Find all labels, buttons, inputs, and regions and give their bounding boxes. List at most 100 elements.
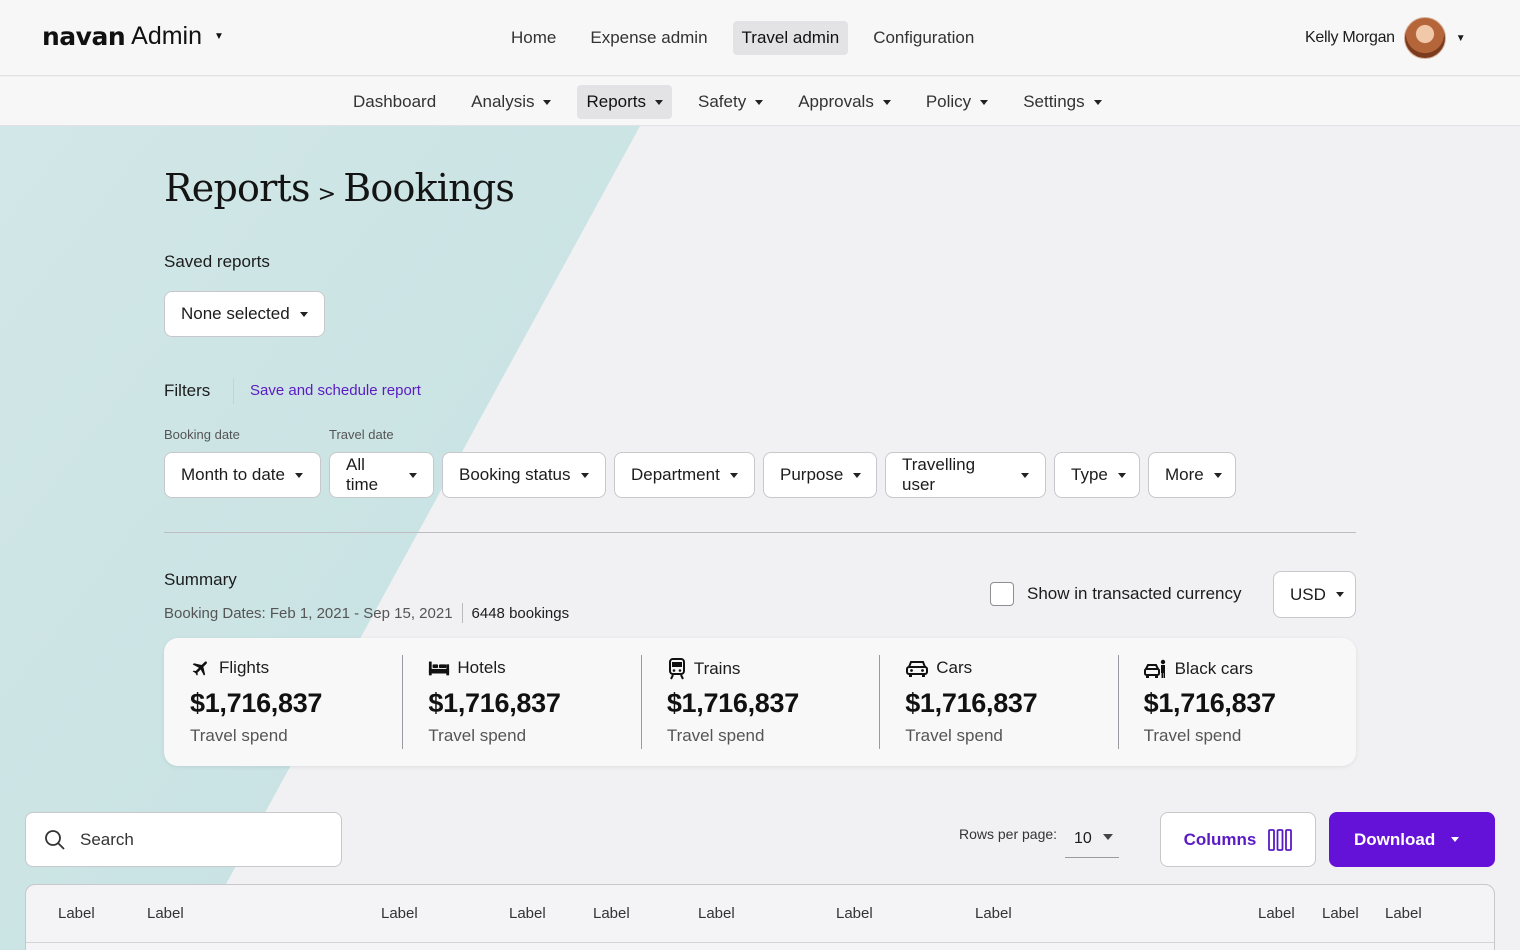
table-header-cell[interactable]: Label: [509, 905, 546, 922]
caret-down-icon: [882, 99, 891, 105]
train-icon: [668, 658, 685, 680]
page-title: Reports > Bookings: [164, 166, 515, 210]
search-input[interactable]: Search: [25, 812, 342, 867]
top-nav-home[interactable]: Home: [511, 28, 557, 47]
top-nav-travel-admin[interactable]: Travel admin: [732, 21, 849, 55]
table-header-cell[interactable]: Label: [1258, 905, 1295, 922]
breadcrumb-separator: >: [317, 182, 336, 207]
sub-nav-approvals[interactable]: Approvals: [789, 85, 900, 119]
caret-down-icon: [755, 99, 764, 105]
transacted-currency-label[interactable]: Show in transacted currency: [1027, 584, 1242, 603]
saved-reports-label: Saved reports: [164, 252, 270, 271]
columns-button[interactable]: Columns: [1160, 812, 1316, 867]
summary-cell-hotels: Hotels $1,716,837 Travel spend: [402, 638, 640, 766]
table-header-cell[interactable]: Label: [836, 905, 873, 922]
caret-down-icon: [543, 99, 552, 105]
sub-nav-label: Approvals: [798, 92, 874, 111]
top-nav: Home Expense admin Travel admin Configur…: [502, 21, 991, 55]
currency-value: USD: [1290, 584, 1326, 604]
travel-date-label: Travel date: [329, 427, 394, 442]
search-placeholder: Search: [80, 829, 134, 849]
filter-type[interactable]: Type: [1054, 452, 1140, 498]
table-header-cell[interactable]: Label: [1385, 905, 1422, 922]
bookings-table: Label Label Label Label Label Label Labe…: [25, 884, 1495, 950]
filter-label: Purpose: [780, 465, 844, 484]
sub-nav-safety[interactable]: Safety: [689, 85, 772, 119]
table-header-cell[interactable]: Label: [381, 905, 418, 922]
plane-icon: [192, 661, 207, 676]
sub-nav-label: Reports: [586, 92, 647, 111]
caret-down-icon: [1451, 837, 1460, 842]
booking-dates: Booking Dates: Feb 1, 2021 - Sep 15, 202…: [164, 604, 453, 622]
filter-label: Travelling user: [902, 455, 976, 494]
caret-down-icon: [1103, 834, 1113, 840]
caret-down-icon: [980, 99, 989, 105]
bed-icon: [429, 661, 450, 676]
sub-nav-policy[interactable]: Policy: [917, 85, 997, 119]
caret-down-icon: [409, 472, 417, 478]
table-header-cell[interactable]: Label: [593, 905, 630, 922]
table-header-cell[interactable]: Label: [147, 905, 184, 922]
chevron-down-icon: ▼: [1455, 32, 1466, 44]
breadcrumb-parent[interactable]: Reports: [164, 166, 310, 210]
filter-travelling-user[interactable]: Travelling user: [885, 452, 1046, 498]
summary-value: $1,716,837: [666, 688, 799, 718]
table-header-row: Label Label Label Label Label Label Labe…: [26, 885, 1494, 943]
save-and-schedule-link[interactable]: Save and schedule report: [250, 382, 421, 399]
filter-department[interactable]: Department: [614, 452, 755, 498]
section-divider: [164, 532, 1356, 533]
filter-label: Type: [1071, 465, 1108, 484]
user-name: Kelly Morgan: [1305, 29, 1395, 46]
divider: [233, 378, 234, 404]
summary-cell-trains: Trains $1,716,837 Travel spend: [640, 638, 879, 766]
summary-label: Black cars: [1174, 659, 1254, 678]
caret-down-icon: [853, 472, 862, 478]
divider: [461, 603, 463, 623]
table-header-cell[interactable]: Label: [698, 905, 735, 922]
top-nav-configuration[interactable]: Configuration: [873, 28, 975, 47]
filter-more[interactable]: More: [1148, 452, 1236, 498]
rows-per-page-label: Rows per page:: [959, 826, 1058, 842]
table-header-cell[interactable]: Label: [58, 905, 95, 922]
saved-reports-select[interactable]: None selected: [164, 291, 325, 337]
summary-label: Summary: [164, 570, 237, 589]
currency-select[interactable]: USD: [1273, 571, 1356, 618]
search-icon: [45, 829, 65, 850]
sub-nav: Dashboard Analysis Reports Safety Approv…: [344, 85, 1128, 119]
top-nav-expense-admin[interactable]: Expense admin: [590, 28, 708, 47]
table-header-cell[interactable]: Label: [975, 905, 1012, 922]
filters-label: Filters: [164, 381, 211, 400]
caret-down-icon: [1021, 472, 1029, 478]
sub-nav-dashboard[interactable]: Dashboard: [344, 85, 445, 119]
filter-booking-status[interactable]: Booking status: [442, 452, 606, 498]
download-button[interactable]: Download: [1329, 812, 1495, 867]
filter-purpose[interactable]: Purpose: [763, 452, 877, 498]
sub-nav-label: Policy: [925, 92, 972, 111]
saved-reports-value: None selected: [181, 304, 290, 323]
brand-switcher[interactable]: navan Admin ▼: [42, 22, 224, 51]
summary-details: Booking Dates: Feb 1, 2021 - Sep 15, 202…: [164, 603, 569, 623]
sub-nav-analysis[interactable]: Analysis: [462, 85, 560, 119]
table-header-cell[interactable]: Label: [1322, 905, 1359, 922]
sub-nav-reports[interactable]: Reports: [577, 85, 673, 119]
summary-sublabel: Travel spend: [428, 726, 527, 745]
summary-cell-header: Cars: [905, 658, 972, 678]
user-menu[interactable]: Kelly Morgan ▼: [1305, 17, 1466, 59]
summary-label: Flights: [219, 658, 270, 677]
summary-sublabel: Travel spend: [666, 726, 765, 745]
summary-cell-header: Trains: [667, 658, 740, 680]
caret-down-icon: [299, 311, 308, 317]
summary-cell-black-cars: Black cars $1,716,837 Travel spend: [1117, 638, 1356, 766]
summary-cell-header: Flights: [190, 658, 269, 678]
summary-value: $1,716,837: [905, 688, 1038, 718]
transacted-currency-checkbox[interactable]: [990, 582, 1014, 606]
rows-per-page-select[interactable]: 10: [1065, 820, 1119, 858]
chevron-down-icon: ▼: [214, 31, 224, 42]
sub-nav-settings[interactable]: Settings: [1014, 85, 1110, 119]
filter-booking-date[interactable]: Month to date: [164, 452, 321, 498]
summary-card: Flights $1,716,837 Travel spend Hotels $…: [164, 638, 1356, 766]
black-car-icon: [1143, 659, 1165, 678]
booking-count: 6448 bookings: [471, 604, 570, 622]
caret-down-icon: [1335, 592, 1344, 597]
filter-travel-date[interactable]: All time: [329, 452, 434, 498]
